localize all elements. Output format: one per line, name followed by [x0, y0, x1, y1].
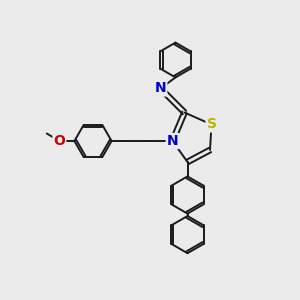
- Text: O: O: [53, 134, 65, 148]
- Text: N: N: [155, 82, 166, 95]
- Text: S: S: [206, 118, 217, 131]
- Text: N: N: [167, 134, 178, 148]
